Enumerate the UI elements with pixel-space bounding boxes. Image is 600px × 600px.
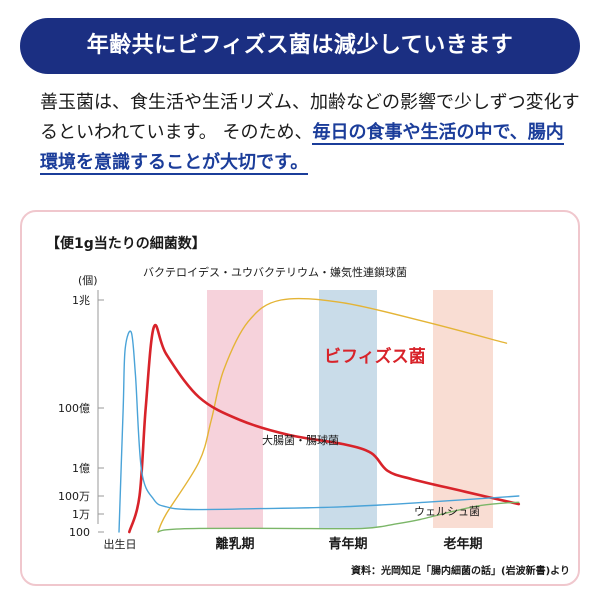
series-lines <box>118 297 521 534</box>
x-tick-label: 離乳期 <box>215 536 254 552</box>
y-axis-unit: (個) <box>78 274 98 287</box>
intro-emphasis: 毎日の食事や生活の中で、腸内環境を意識することが大切です。 <box>40 122 564 175</box>
bifido-line <box>128 323 521 534</box>
y-tick-label: 100億 <box>58 402 90 415</box>
welch-label: ウェルシュ菌 <box>414 505 480 518</box>
y-tick-label: 100 <box>69 526 90 539</box>
welch-line <box>157 501 520 533</box>
ecoli-label: 大腸菌・腸球菌 <box>262 433 339 447</box>
intro-paragraph: 善玉菌は、食生活や生活リズム、加齢などの影響で少しずつ変化するといわれています。… <box>40 88 580 178</box>
x-tick-label: 青年期 <box>328 536 367 552</box>
intro-text: 善玉菌は、食生活や生活リズム、加齢などの影響で少しずつ変化するといわれています。… <box>40 92 580 143</box>
y-tick-label: 1億 <box>72 462 90 475</box>
band-3 <box>433 290 493 528</box>
chart-title: 【便1g当たりの細菌数】 <box>46 235 206 252</box>
x-axis-ticks: 出生日 離乳期 青年期 老年期 <box>104 536 483 552</box>
y-axis-ticks: 1兆 100億 1億 100万 1万 100 <box>58 294 104 539</box>
x-tick-label: 出生日 <box>104 537 137 551</box>
page-title-banner: 年齢共にビフィズス菌は減少していきます <box>20 18 580 74</box>
bacteroides-line <box>157 297 508 533</box>
y-tick-label: 1万 <box>72 508 90 521</box>
bacteroides-label: バクテロイデス・ユウバクテリウム・嫌気性連鎖球菌 <box>143 265 407 279</box>
life-stage-bands <box>207 290 493 528</box>
source-note: 資料：光岡知足「腸内細菌の話」(岩波新書)より <box>351 564 570 577</box>
chart-panel: 【便1g当たりの細菌数】 (個) 1兆 100億 1億 100万 1万 100 出生日 離乳… <box>20 210 580 586</box>
bifido-label: ビフィズス菌 <box>324 346 426 367</box>
band-2 <box>319 290 377 528</box>
bacteria-count-chart: 【便1g当たりの細菌数】 (個) 1兆 100億 1億 100万 1万 100 出生日 離乳… <box>46 235 570 577</box>
page-title: 年齢共にビフィズス菌は減少していきます <box>86 33 514 58</box>
y-tick-label: 1兆 <box>72 294 90 307</box>
x-tick-label: 老年期 <box>442 536 482 552</box>
y-tick-label: 100万 <box>58 490 90 503</box>
ecoli-line <box>118 330 520 533</box>
